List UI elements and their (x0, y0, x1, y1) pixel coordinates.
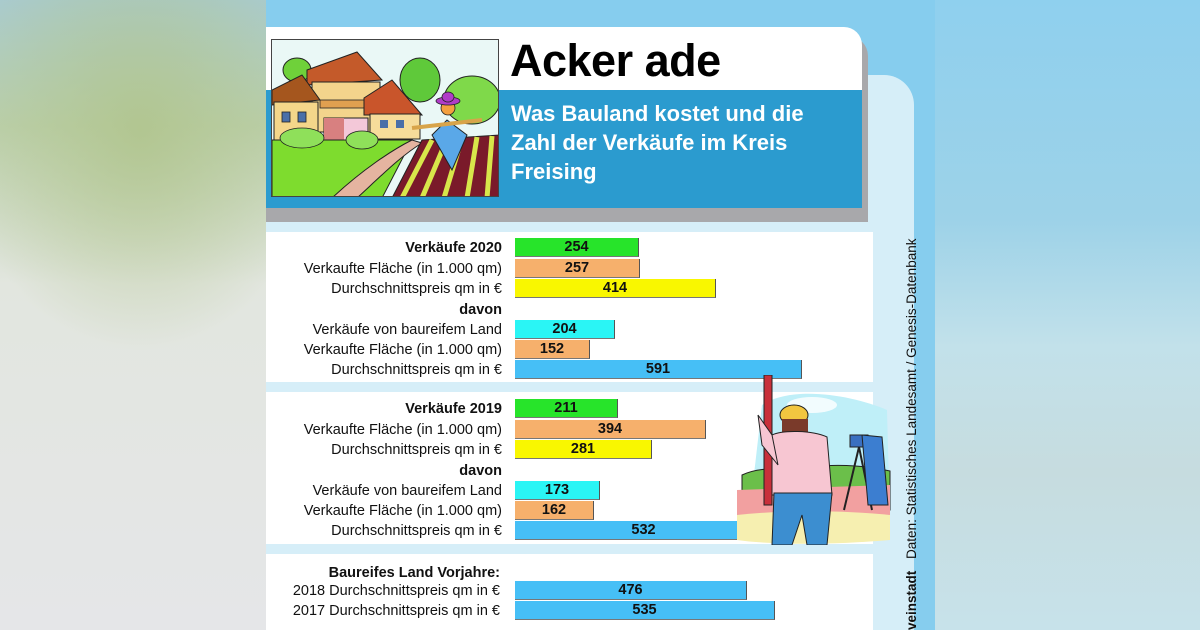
bar-price-2018: 476 (515, 581, 747, 600)
bar-price: 281 (515, 440, 652, 459)
row-sales-buildable: Verkäufe von baureifem Land 173 (266, 481, 866, 501)
background-left (0, 0, 266, 630)
row-price-2018: 2018 Durchschnittspreis qm in € 476 (266, 581, 866, 601)
panel-2020: Verkäufe 2020 254 Verkaufte Fläche (in 1… (266, 232, 873, 382)
credit-source: Daten: Statistisches Landesamt / Genesis… (904, 238, 919, 559)
row-label: Durchschnittspreis qm in € (331, 523, 502, 539)
header-card: Acker ade Was Bauland kostet und die Zah… (266, 27, 862, 208)
row-label: davon (459, 463, 502, 479)
bar-sales-buildable: 173 (515, 481, 600, 500)
row-label: 2017 Durchschnittspreis qm in € (292, 603, 500, 619)
row-sales-2019: Verkäufe 2019 211 (266, 399, 866, 419)
page-title: Acker ade (510, 35, 721, 86)
row-area-buildable: Verkaufte Fläche (in 1.000 qm) 162 (266, 501, 866, 521)
row-label: Verkaufte Fläche (in 1.000 qm) (303, 503, 502, 519)
bar-sales-buildable: 204 (515, 320, 615, 339)
row-label: Verkaufte Fläche (in 1.000 qm) (303, 342, 502, 358)
bar-area-buildable: 162 (515, 501, 594, 520)
bar-area-buildable: 152 (515, 340, 590, 359)
row-label: Verkäufe 2019 (405, 401, 502, 417)
bar-sales: 211 (515, 399, 618, 418)
row-label: Verkäufe 2020 (405, 240, 502, 256)
panel-previous-years: Baureifes Land Vorjahre: 2018 Durchschni… (266, 554, 873, 630)
row-label: davon (459, 302, 502, 318)
row-davon: davon (266, 461, 866, 481)
bar-area: 257 (515, 259, 640, 278)
row-label: Verkäufe von baureifem Land (312, 483, 502, 499)
row-price: Durchschnittspreis qm in € 414 (266, 279, 866, 299)
row-sales-buildable: Verkäufe von baureifem Land 204 (266, 320, 866, 340)
bar-price-2017: 535 (515, 601, 775, 620)
row-label: 2018 Durchschnittspreis qm in € (292, 583, 500, 599)
row-label: Verkaufte Fläche (in 1.000 qm) (303, 422, 502, 438)
row-label: Durchschnittspreis qm in € (331, 442, 502, 458)
row-area-buildable: Verkaufte Fläche (in 1.000 qm) 152 (266, 340, 866, 360)
row-price-buildable: Durchschnittspreis qm in € 532 (266, 521, 866, 541)
row-price-2017: 2017 Durchschnittspreis qm in € 535 (266, 601, 866, 621)
bar-area: 394 (515, 420, 706, 439)
background-right (935, 0, 1200, 630)
row-label: Durchschnittspreis qm in € (331, 362, 502, 378)
source-credit: veinstadt Daten: Statistisches Landesamt… (902, 160, 922, 630)
bar-price-buildable: 532 (515, 521, 773, 540)
row-area: Verkaufte Fläche (in 1.000 qm) 257 (266, 259, 866, 279)
row-label: Baureifes Land Vorjahre: (328, 565, 500, 581)
row-price: Durchschnittspreis qm in € 281 (266, 440, 866, 460)
infographic: Acker ade Was Bauland kostet und die Zah… (266, 0, 935, 630)
surveyor-illustration (732, 374, 892, 546)
row-label: Verkäufe von baureifem Land (312, 322, 502, 338)
row-label: Durchschnittspreis qm in € (331, 281, 502, 297)
bar-sales: 254 (515, 238, 639, 257)
row-area: Verkaufte Fläche (in 1.000 qm) 394 (266, 420, 866, 440)
credit-strip (915, 75, 935, 630)
row-label: Verkaufte Fläche (in 1.000 qm) (303, 261, 502, 277)
bar-price-buildable: 591 (515, 360, 802, 379)
surveyor-icon (737, 374, 891, 546)
page-subtitle: Was Bauland kostet und die Zahl der Verk… (511, 101, 804, 184)
row-davon: davon (266, 300, 866, 320)
credit-author: veinstadt (904, 570, 919, 630)
row-previous-years-heading: Baureifes Land Vorjahre: (266, 563, 866, 583)
row-price-buildable: Durchschnittspreis qm in € 591 (266, 360, 866, 380)
row-sales-2020: Verkäufe 2020 254 (266, 238, 866, 258)
farm-illustration-icon (272, 40, 498, 196)
farm-scarecrow-illustration (271, 39, 499, 197)
bar-price: 414 (515, 279, 716, 298)
